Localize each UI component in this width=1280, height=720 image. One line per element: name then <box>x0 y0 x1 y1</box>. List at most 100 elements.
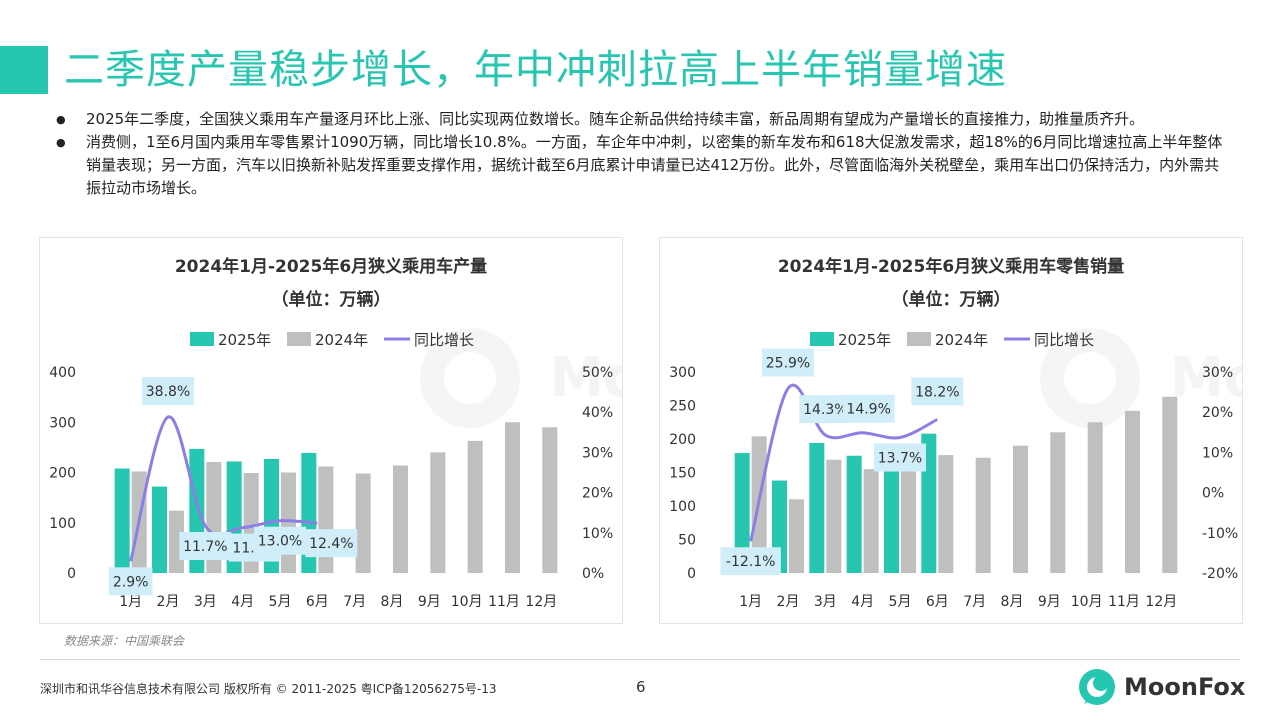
y-left-tick: 0 <box>67 566 76 582</box>
bullet-item: ● 消费侧，1至6月国内乘用车零售累计1090万辆，同比增长10.8%。一方面，… <box>56 131 1226 200</box>
bar-2024 <box>1162 396 1178 573</box>
chart-title: 2024年1月-2025年6月狭义乘用车零售销量 <box>778 256 1124 277</box>
watermark-logo-hole <box>444 352 496 404</box>
y-right-tick: -20% <box>1202 566 1238 582</box>
y-left-tick: 300 <box>49 415 76 431</box>
bar-2025 <box>846 455 862 573</box>
bar-2024 <box>1087 422 1103 573</box>
yoy-data-label: -12.1% <box>726 554 776 570</box>
legend-label-2025: 2025年 <box>838 331 891 349</box>
bullet-dot-icon: ● <box>56 136 66 149</box>
legend-swatch-2025 <box>190 332 214 346</box>
production-chart-panel: MoonFox 2024年1月-2025年6月狭义乘用车产量 （单位：万辆） 2025… <box>39 237 623 624</box>
bullet-item: ● 2025年二季度，全国狭义乘用车产量逐月环比上涨、同比实现两位数增长。随车企… <box>56 108 1226 131</box>
yoy-data-label: 13.0% <box>258 534 302 550</box>
y-right-tick: 10% <box>1202 445 1233 461</box>
bar-2024 <box>281 472 296 573</box>
y-left-tick: 200 <box>49 466 76 482</box>
x-tick-label: 7月 <box>963 594 986 610</box>
x-tick-label: 1月 <box>739 594 762 610</box>
chart-legend: 2025年 2024年 同比增长 <box>190 331 474 349</box>
bar-2024 <box>393 465 408 573</box>
x-tick-label: 10月 <box>451 594 483 610</box>
legend-label-yoy: 同比增长 <box>414 331 474 349</box>
production-chart: MoonFox 2024年1月-2025年6月狭义乘用车产量 （单位：万辆） 2025… <box>49 256 622 610</box>
x-tick-label: 4月 <box>231 594 254 610</box>
bar-2025 <box>734 453 750 573</box>
x-tick-label: 11月 <box>1108 594 1140 610</box>
yoy-data-label: 2.9% <box>113 574 149 590</box>
bar-2024 <box>863 469 879 573</box>
x-tick-label: 8月 <box>381 594 404 610</box>
summary-bullets: ● 2025年二季度，全国狭义乘用车产量逐月环比上涨、同比实现两位数增长。随车企… <box>56 108 1226 200</box>
page-title: 二季度产量稳步增长，年中冲刺拉高上半年销量增速 <box>64 47 1007 93</box>
bar-2025 <box>114 468 130 573</box>
yoy-growth-line <box>129 415 318 562</box>
yoy-data-label: 12.4% <box>309 536 353 552</box>
x-tick-label: 5月 <box>889 594 912 610</box>
yoy-label-box <box>254 526 306 555</box>
chart-title: 2024年1月-2025年6月狭义乘用车产量 <box>175 256 487 277</box>
yoy-label-box <box>842 394 895 423</box>
yoy-data-label: 13.7% <box>878 451 922 467</box>
y-right-tick: 0% <box>582 566 604 582</box>
bar-2025 <box>809 443 825 573</box>
yoy-label-box <box>762 348 814 377</box>
bar-2024 <box>901 459 916 573</box>
footer-divider <box>40 659 1240 660</box>
bar-2024 <box>505 422 520 573</box>
y-left-tick: 50 <box>678 533 696 549</box>
bar-2025 <box>152 486 167 573</box>
y-right-tick: 0% <box>1202 486 1224 502</box>
brand-logo: MoonFox <box>1078 668 1245 706</box>
moonfox-logo-icon <box>1079 669 1115 705</box>
bar-2025 <box>884 443 899 573</box>
y-left-tick: 250 <box>669 399 696 415</box>
yoy-label-box <box>305 529 358 558</box>
brand-name: MoonFox <box>1124 673 1246 701</box>
chart-legend: 2025年 2024年 同比增长 <box>810 331 1094 349</box>
chart-subtitle: （单位：万辆） <box>892 289 1011 310</box>
title-accent-bar <box>0 46 48 94</box>
x-tick-label: 4月 <box>851 594 874 610</box>
bar-2024 <box>355 473 371 573</box>
x-tick-label: 1月 <box>119 594 142 610</box>
y-left-tick: 150 <box>669 466 696 482</box>
x-tick-label: 10月 <box>1071 594 1103 610</box>
retail-sales-chart-panel: MoonFox 2024年1月-2025年6月狭义乘用车零售销量 （单位：万辆） 20… <box>659 237 1243 624</box>
y-right-tick: -10% <box>1202 526 1238 542</box>
legend-label-2024: 2024年 <box>315 331 368 349</box>
yoy-label-box <box>179 531 232 560</box>
bar-2024 <box>1013 445 1028 573</box>
x-tick-label: 3月 <box>814 594 837 610</box>
y-right-tick: 10% <box>582 526 613 542</box>
watermark-text: MoonFox <box>550 346 622 409</box>
legend-swatch-2024 <box>287 332 311 346</box>
x-tick-label: 6月 <box>926 594 949 610</box>
watermark-logo-icon <box>420 328 520 428</box>
yoy-label-box <box>142 377 194 406</box>
yoy-data-label: 14.9% <box>846 402 890 418</box>
yoy-data-label: 11.7% <box>183 539 227 555</box>
y-left-tick: 300 <box>669 365 696 381</box>
watermark-logo-icon <box>1040 328 1140 428</box>
x-tick-label: 2月 <box>157 594 180 610</box>
legend-label-yoy: 同比增长 <box>1034 331 1094 349</box>
legend-label-2025: 2025年 <box>218 331 271 349</box>
chart-subtitle: （单位：万辆） <box>272 289 391 310</box>
yoy-label-box <box>911 377 964 406</box>
legend-swatch-2024 <box>907 332 931 346</box>
y-left-tick: 400 <box>49 365 76 381</box>
page-number: 6 <box>636 678 646 696</box>
yoy-data-label: 14.3% <box>803 402 847 418</box>
x-tick-label: 12月 <box>1145 594 1177 610</box>
y-left-tick: 100 <box>669 499 696 515</box>
bar-2024 <box>542 427 558 573</box>
y-left-tick: 200 <box>669 432 696 448</box>
copyright-text: 深圳市和讯华谷信息技术有限公司 版权所有 © 2011-2025 粤ICP备12… <box>40 682 497 696</box>
x-tick-label: 2月 <box>777 594 800 610</box>
y-right-tick: 20% <box>582 486 613 502</box>
legend-swatch-2025 <box>810 332 834 346</box>
x-tick-label: 9月 <box>1038 594 1061 610</box>
watermark-text: MoonFox <box>1170 346 1242 409</box>
